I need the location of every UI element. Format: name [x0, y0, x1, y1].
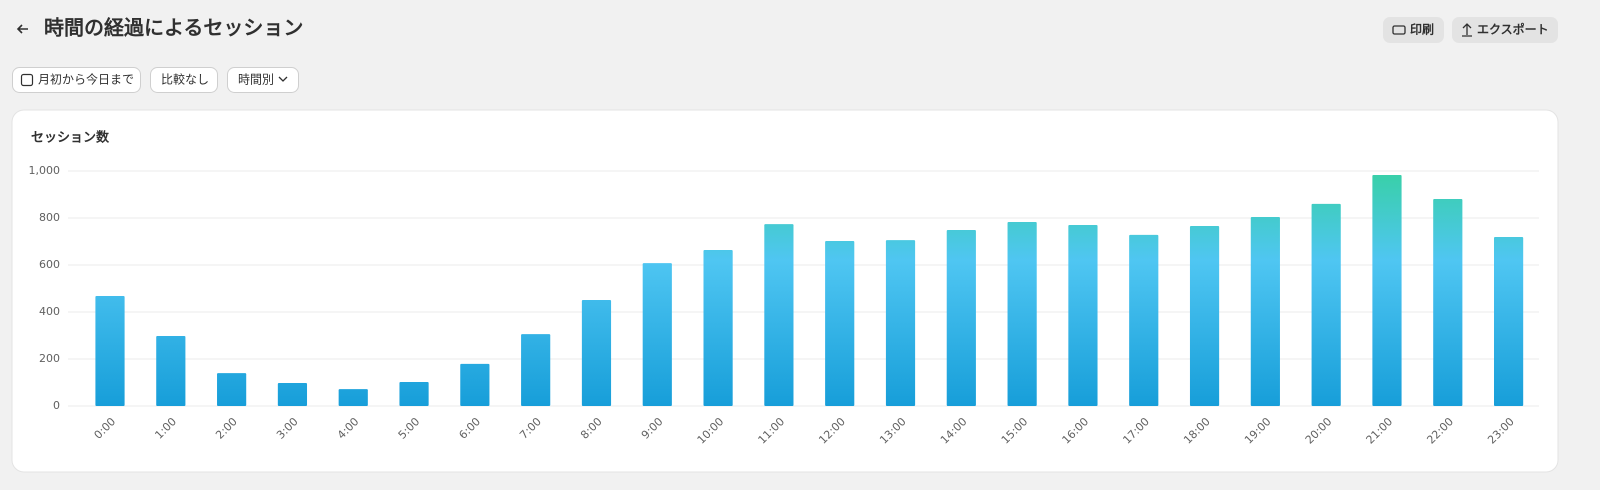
bar [521, 334, 551, 406]
button-bg [1452, 17, 1558, 43]
bar [460, 363, 490, 406]
bar [217, 373, 247, 406]
bar [1494, 237, 1524, 406]
bar [825, 241, 855, 406]
y-tick-label: 200 [39, 352, 60, 365]
bar [581, 300, 612, 406]
calendar-icon [20, 73, 34, 87]
button-label: 印刷 [1410, 23, 1434, 37]
button-label: 月初から今日まで [38, 72, 134, 87]
button-label: 時間別 [238, 73, 274, 87]
card-title: セッション数 [31, 130, 110, 146]
bar [277, 382, 308, 406]
bar [1433, 198, 1463, 406]
bar [764, 224, 794, 406]
bar [1068, 225, 1098, 406]
granularity-filter[interactable]: 時間別 [227, 67, 299, 93]
export-button[interactable]: エクスポート [1452, 17, 1558, 43]
y-tick-label: 600 [39, 258, 60, 271]
print-icon [1392, 25, 1406, 35]
y-tick-label: 800 [39, 211, 60, 224]
bar [1189, 225, 1220, 406]
page-title: 時間の経過によるセッション [44, 16, 303, 40]
button-bg [227, 67, 299, 93]
y-tick-label: 0 [53, 399, 60, 412]
chevron-icon [278, 76, 288, 82]
bar [95, 296, 125, 406]
bar [642, 263, 672, 406]
compare-filter[interactable]: 比較なし [150, 67, 218, 93]
button-bg [1383, 17, 1444, 43]
print-button[interactable]: 印刷 [1383, 17, 1444, 43]
button-label: エクスポート [1477, 22, 1549, 37]
y-tick-label: 400 [39, 305, 60, 318]
bar [946, 229, 976, 406]
bar [885, 240, 916, 406]
bar [1129, 234, 1159, 406]
export-icon [1462, 23, 1472, 37]
bar [1250, 217, 1280, 406]
button-bg [150, 67, 218, 93]
y-tick-label: 1,000 [29, 164, 61, 177]
date-filter[interactable]: 月初から今日まで [12, 67, 141, 93]
bar [1372, 174, 1402, 406]
button-label: 比較なし [161, 72, 209, 87]
bar [399, 382, 429, 406]
bar [1007, 221, 1037, 406]
bar [156, 335, 186, 406]
bar [338, 389, 368, 406]
bar [1311, 203, 1341, 406]
button-bg [12, 67, 141, 93]
back-arrow[interactable] [16, 24, 28, 34]
bar [703, 249, 733, 406]
